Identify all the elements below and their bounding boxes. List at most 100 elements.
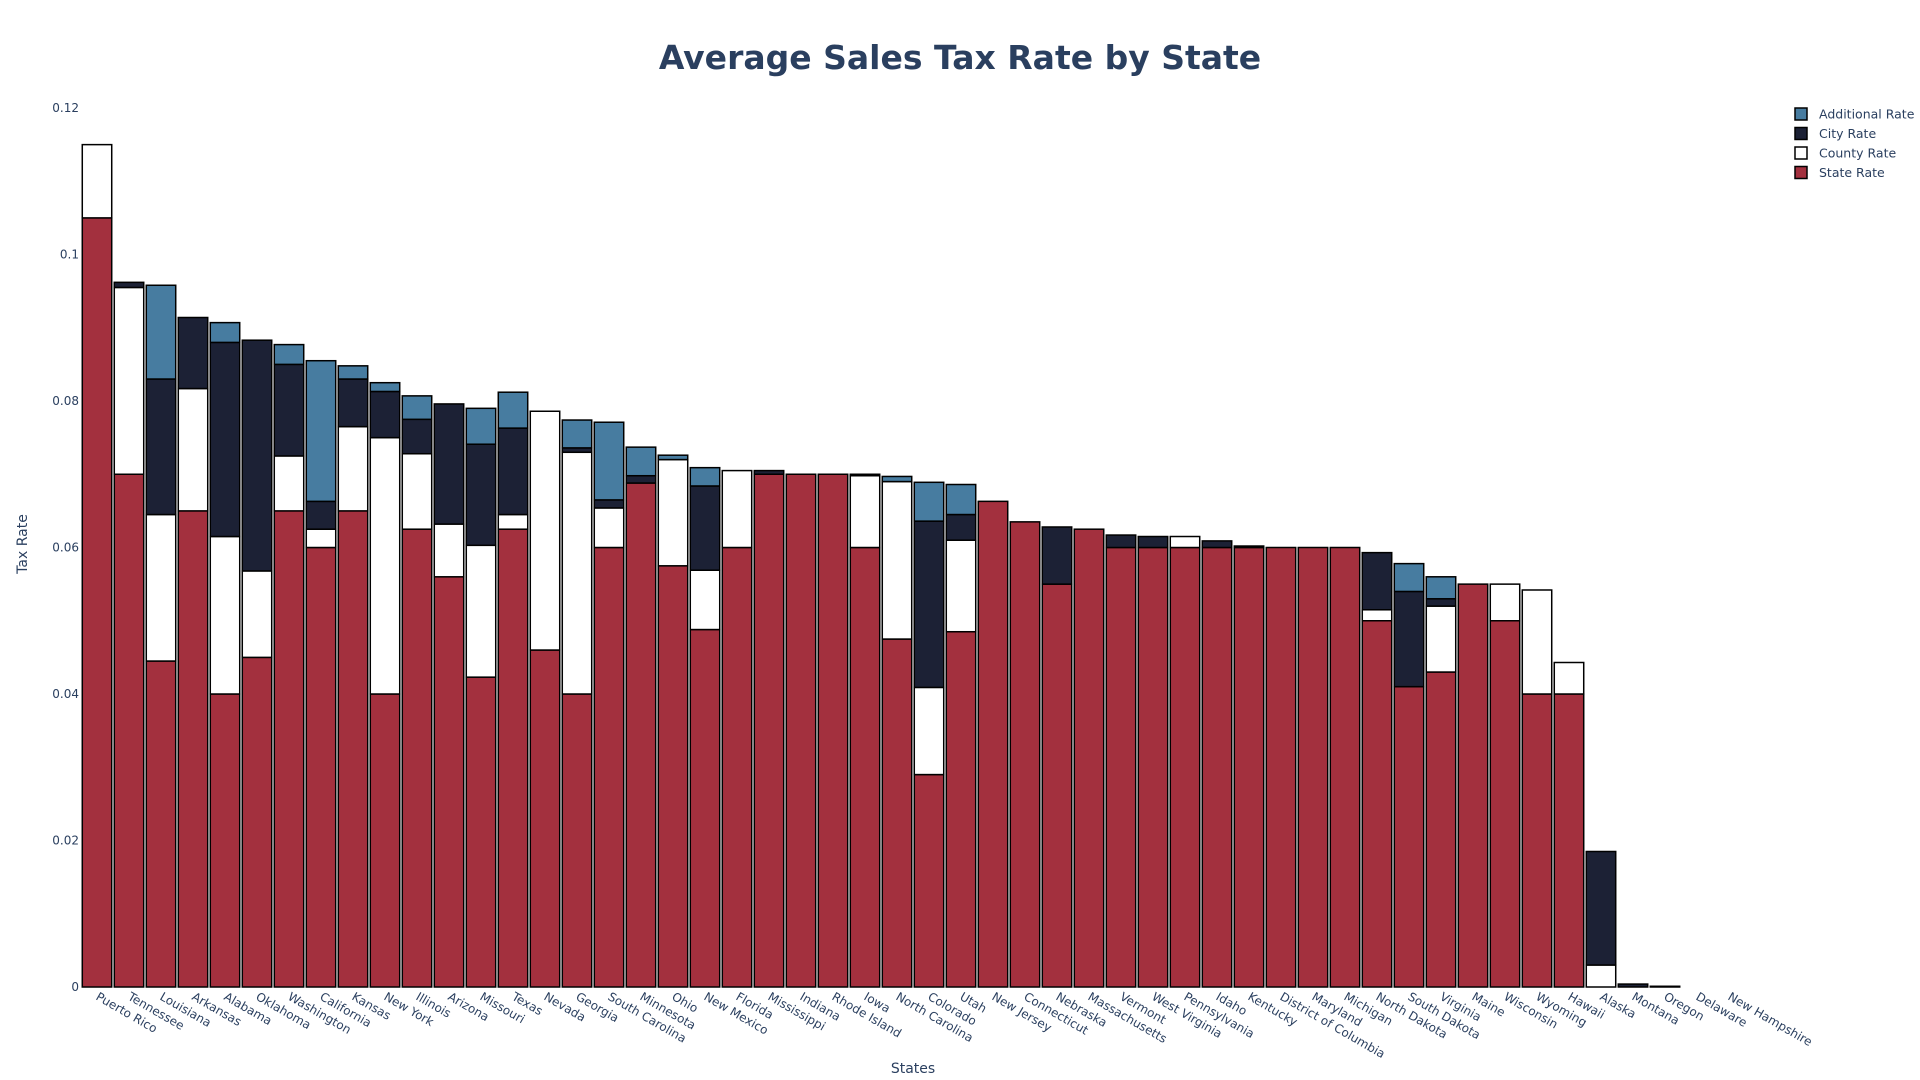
x-tick-label: Alaska: [1598, 989, 1639, 1021]
bar-state-rate-vermont: [1105, 546, 1137, 988]
bar-state-rate-massachusetts: [1073, 528, 1105, 988]
bar-city-rate-kentucky: [1233, 545, 1265, 549]
bar-state-rate-arkansas: [177, 510, 209, 988]
bar-county-rate-pennsylvania: [1169, 535, 1201, 549]
y-tick-label: 0: [71, 980, 79, 994]
bar-city-rate-california: [305, 500, 337, 530]
bar-state-rate-south-dakota: [1393, 685, 1425, 988]
bar-county-rate-louisiana: [145, 513, 177, 662]
bar-county-rate-missouri: [465, 544, 497, 678]
bar-state-rate-texas: [497, 528, 529, 988]
x-axis-ticks: Puerto RicoTennesseeLouisianaArkansasAla…: [94, 989, 1815, 1061]
bar-county-rate-arizona: [433, 523, 465, 578]
bar-city-rate-new-york: [369, 390, 401, 439]
bar-county-rate-ohio: [657, 458, 689, 567]
bar-additional-rate-california: [305, 359, 337, 503]
bar-county-rate-tennessee: [113, 286, 145, 475]
bar-county-rate-alaska: [1585, 964, 1617, 988]
bar-state-rate-new-jersey: [977, 500, 1009, 988]
bar-state-rate-mississippi: [753, 473, 785, 988]
bar-county-rate-washington: [273, 455, 305, 512]
legend-swatch-additional-rate[interactable]: [1794, 107, 1808, 121]
bar-city-rate-texas: [497, 427, 529, 516]
bar-state-rate-north-dakota: [1361, 620, 1393, 988]
bar-state-rate-new-york: [369, 693, 401, 988]
y-tick-label: 0.02: [52, 834, 79, 848]
bar-additional-rate-new-mexico: [689, 466, 721, 487]
bar-county-rate-hawaii: [1553, 661, 1585, 695]
bar-state-rate-south-carolina: [593, 546, 625, 988]
bar-state-rate-minnesota: [625, 482, 657, 988]
bar-state-rate-puerto-rico: [81, 217, 113, 988]
chart-title: Average Sales Tax Rate by State: [658, 38, 1262, 77]
bar-additional-rate-south-carolina: [593, 421, 625, 501]
bar-city-rate-montana: [1617, 983, 1649, 988]
bar-county-rate-nevada: [529, 410, 561, 651]
bar-county-rate-oklahoma: [241, 570, 273, 659]
legend-swatch-city-rate[interactable]: [1794, 126, 1808, 141]
bar-additional-rate-south-dakota: [1393, 562, 1425, 593]
y-tick-label: 0.06: [52, 541, 79, 555]
bar-state-rate-alabama: [209, 693, 241, 988]
bar-county-rate-georgia: [561, 451, 593, 695]
legend-label-county-rate[interactable]: County Rate: [1819, 146, 1896, 161]
bar-state-rate-iowa: [849, 546, 881, 988]
bar-state-rate-maine: [1457, 583, 1489, 988]
bar-city-rate-louisiana: [145, 378, 177, 516]
bar-state-rate-kansas: [337, 510, 369, 988]
bar-state-rate-arizona: [433, 576, 465, 988]
bar-state-rate-louisiana: [145, 660, 177, 988]
bar-city-rate-nebraska: [1041, 526, 1073, 585]
bar-county-rate-virginia: [1425, 605, 1457, 673]
bar-state-rate-nebraska: [1041, 583, 1073, 988]
bar-additional-rate-colorado: [913, 481, 945, 522]
bar-city-rate-colorado: [913, 520, 945, 689]
bar-state-rate-west-virginia: [1137, 546, 1169, 988]
bar-city-rate-minnesota: [625, 474, 657, 484]
legend-swatch-county-rate[interactable]: [1794, 146, 1808, 160]
bar-state-rate-tennessee: [113, 473, 145, 988]
legend-label-state-rate[interactable]: State Rate: [1819, 165, 1885, 180]
bar-county-rate-wyoming: [1521, 589, 1553, 695]
bars-group: [81, 143, 1681, 988]
bar-county-rate-north-dakota: [1361, 609, 1393, 622]
y-axis-title: Tax Rate: [15, 514, 31, 575]
bar-county-rate-california: [305, 528, 337, 549]
bar-city-rate-idaho: [1201, 540, 1233, 549]
bar-county-rate-puerto-rico: [81, 143, 113, 219]
bar-city-rate-missouri: [465, 443, 497, 547]
bar-additional-rate-georgia: [561, 419, 593, 449]
bar-city-rate-washington: [273, 363, 305, 457]
bar-additional-rate-alabama: [209, 321, 241, 344]
bar-state-rate-michigan: [1329, 546, 1361, 988]
bar-additional-rate-texas: [497, 391, 529, 429]
legend-swatch-state-rate[interactable]: [1794, 165, 1808, 180]
bar-state-rate-ohio: [657, 565, 689, 988]
bar-county-rate-illinois: [401, 452, 433, 530]
bar-city-rate-kansas: [337, 378, 369, 428]
bar-state-rate-oklahoma: [241, 656, 273, 988]
bar-state-rate-virginia: [1425, 671, 1457, 988]
y-tick-label: 0.1: [60, 248, 79, 262]
bar-state-rate-maryland: [1297, 546, 1329, 988]
bar-county-rate-colorado: [913, 686, 945, 776]
bar-county-rate-utah: [945, 539, 977, 633]
bar-city-rate-utah: [945, 513, 977, 541]
bar-state-rate-nevada: [529, 649, 561, 988]
legend-label-additional-rate[interactable]: Additional Rate: [1819, 107, 1915, 122]
bar-state-rate-indiana: [785, 473, 817, 988]
bar-additional-rate-virginia: [1425, 576, 1457, 600]
bar-county-rate-south-carolina: [593, 507, 625, 549]
bar-county-rate-kansas: [337, 425, 369, 512]
bar-city-rate-new-mexico: [689, 485, 721, 571]
bar-city-rate-tennessee: [113, 281, 145, 289]
bar-state-rate-florida: [721, 546, 753, 988]
legend-label-city-rate[interactable]: City Rate: [1819, 126, 1876, 141]
bar-county-rate-texas: [497, 513, 529, 530]
bar-state-rate-district-of-columbia: [1265, 546, 1297, 988]
bar-county-rate-wisconsin: [1489, 583, 1521, 622]
bar-state-rate-north-carolina: [881, 638, 913, 988]
bar-state-rate-california: [305, 546, 337, 988]
bar-additional-rate-minnesota: [625, 446, 657, 477]
